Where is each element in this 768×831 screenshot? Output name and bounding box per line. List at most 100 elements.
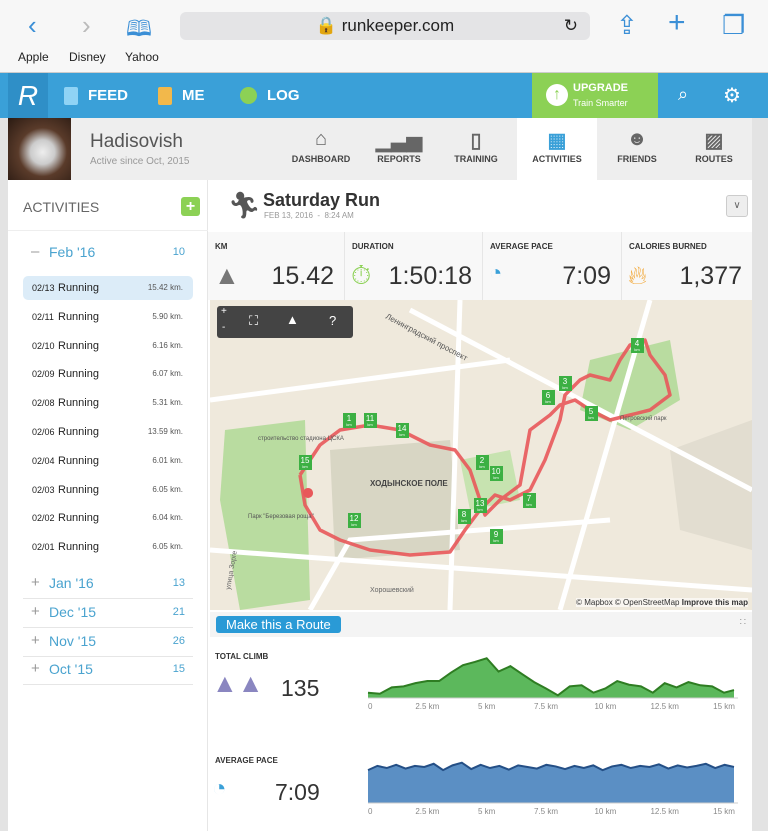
activity-list-item[interactable]: 02/02 Running 6.04 km. <box>23 506 193 530</box>
activity-list-item[interactable]: 02/06 Running 13.59 km. <box>23 420 193 444</box>
profile-name[interactable]: Hadisovish <box>90 131 183 152</box>
month-group[interactable]: + Nov '15 26 <box>23 629 193 657</box>
x-tick-label: 7.5 km <box>534 702 558 711</box>
expand-icon[interactable]: + <box>31 574 40 591</box>
km-marker-box <box>458 509 471 524</box>
search-icon[interactable]: ⌕ <box>678 84 689 104</box>
upgrade-sublabel: Train Smarter <box>573 98 628 108</box>
log-plus-icon <box>240 87 257 104</box>
km-marker[interactable]: 1km <box>343 413 356 428</box>
tab-activities[interactable]: ▦ ACTIVITIES <box>517 118 597 180</box>
activity-list-item[interactable]: 02/10 Running 6.16 km. <box>23 334 193 358</box>
activity-type: Running <box>58 397 99 410</box>
activity-type: Running <box>58 339 99 352</box>
activity-type: Running <box>58 541 99 554</box>
month-feb-16[interactable]: – Feb '16 10 <box>23 240 193 268</box>
upgrade-button[interactable]: ↑ UPGRADE Train Smarter <box>532 73 658 118</box>
km-marker-box <box>490 466 503 481</box>
expand-icon[interactable]: + <box>31 660 40 678</box>
new-tab-icon[interactable]: + <box>668 6 686 39</box>
runkeeper-logo[interactable]: R <box>8 73 48 118</box>
nav-log[interactable]: LOG <box>240 73 300 118</box>
speedometer-icon: ◔ <box>489 260 503 285</box>
improve-map-link[interactable]: Improve this map <box>681 598 748 607</box>
map-label-khoroshevsky: Хорошевский <box>370 586 414 594</box>
activity-distance: 5.90 km. <box>152 311 183 321</box>
nav-me[interactable]: ME <box>158 73 205 118</box>
km-marker-number: 12 <box>350 514 359 523</box>
zoom-out-button[interactable]: - <box>222 322 226 333</box>
reload-icon[interactable]: ↻ <box>563 16 578 35</box>
bookmark-apple[interactable]: Apple <box>18 50 49 64</box>
bookmark-disney[interactable]: Disney <box>69 50 106 64</box>
bookmarks-icon[interactable]: 🕮 <box>126 16 152 41</box>
back-icon[interactable]: ‹ <box>28 10 37 40</box>
collapse-icon[interactable]: – <box>31 243 40 260</box>
x-tick-label: 0 <box>368 807 373 816</box>
tab-reports[interactable]: ▁▃▅ REPORTS <box>359 118 439 180</box>
km-marker-unit: km <box>562 385 568 390</box>
activity-type: Running <box>58 426 99 438</box>
month-group[interactable]: + Jan '16 13 <box>23 571 193 599</box>
stat-duration: DURATION ⏱︎ 1:50:18 <box>345 232 483 300</box>
x-tick-label: 0 <box>368 702 373 711</box>
share-icon[interactable]: ⇪ <box>616 10 638 40</box>
km-marker-unit: km <box>302 464 308 469</box>
activity-distance: 6.05 km. <box>152 484 183 494</box>
expand-icon[interactable]: + <box>31 631 40 649</box>
km-marker[interactable]: 5km <box>585 406 598 421</box>
bookmark-yahoo[interactable]: Yahoo <box>125 50 159 64</box>
make-route-button[interactable]: Make this a Route <box>216 616 341 633</box>
activity-list-item[interactable]: 02/04 Running 6.01 km. <box>23 449 193 473</box>
activity-list-item[interactable]: 02/03 Running 6.05 km. <box>23 478 193 502</box>
month-group[interactable]: + Oct '15 15 <box>23 657 193 686</box>
gear-icon[interactable]: ⚙ <box>723 85 741 107</box>
tab-routes[interactable]: ▨ ROUTES <box>674 118 754 180</box>
tab-friends[interactable]: ☻ FRIENDS <box>597 118 677 180</box>
activity-menu-chevron-icon[interactable]: ∨ <box>726 195 748 217</box>
km-marker[interactable]: 2km <box>476 455 489 470</box>
x-tick-label: 2.5 km <box>415 807 439 816</box>
activity-list-item[interactable]: 02/01 Running 6.05 km. <box>23 535 193 559</box>
fullscreen-icon[interactable]: ⛶ <box>249 313 259 328</box>
terrain-icon[interactable]: ▲ <box>286 312 299 327</box>
activity-list-item[interactable]: 02/09 Running 6.07 km. <box>23 362 193 386</box>
tab-training[interactable]: ▯ TRAINING <box>436 118 516 180</box>
avatar[interactable] <box>8 118 71 180</box>
km-marker-number: 10 <box>492 467 501 476</box>
stat-value: 1:50:18 <box>388 262 472 290</box>
stat-value: 15.42 <box>271 262 334 290</box>
stat-label: KM <box>215 242 228 251</box>
km-marker[interactable]: 9km <box>490 529 503 544</box>
tab-dashboard[interactable]: ⌂ DASHBOARD <box>281 118 361 180</box>
route-map[interactable]: 1 km 2 km 3 km 4 km 5 km 6 km 7 km 8 km 9 km 10 km 11 km 12 km 1… <box>210 300 752 610</box>
activity-list-item[interactable]: 02/11 Running 5.90 km. <box>23 305 193 329</box>
address-bar[interactable]: 🔒 runkeeper.com ↻ <box>180 12 590 40</box>
nav-feed[interactable]: FEED <box>64 73 128 118</box>
tabs-icon[interactable]: ❐ <box>722 10 746 40</box>
km-marker-number: 3 <box>563 377 568 386</box>
activity-list-item[interactable]: 02/13 Running 15.42 km. <box>23 276 193 300</box>
add-activity-button[interactable]: + <box>181 197 200 216</box>
km-marker[interactable]: 4km <box>631 338 644 353</box>
km-marker[interactable]: 6km <box>542 390 555 405</box>
month-count: 26 <box>172 634 185 647</box>
url-text: runkeeper.com <box>341 16 455 35</box>
km-marker[interactable]: 7km <box>523 493 536 508</box>
month-group[interactable]: + Dec '15 21 <box>23 600 193 628</box>
activity-list-item[interactable]: 02/08 Running 5.31 km. <box>23 391 193 415</box>
expand-icon[interactable]: + <box>31 602 40 620</box>
people-icon[interactable]: ∷ <box>739 617 746 628</box>
km-marker[interactable]: 8km <box>458 509 471 524</box>
x-tick-label: 15 km <box>713 702 735 711</box>
zoom-in-button[interactable]: + <box>221 306 227 317</box>
forward-icon[interactable]: › <box>82 10 91 40</box>
help-button[interactable]: ? <box>329 313 337 328</box>
km-marker[interactable]: 3km <box>559 376 572 391</box>
